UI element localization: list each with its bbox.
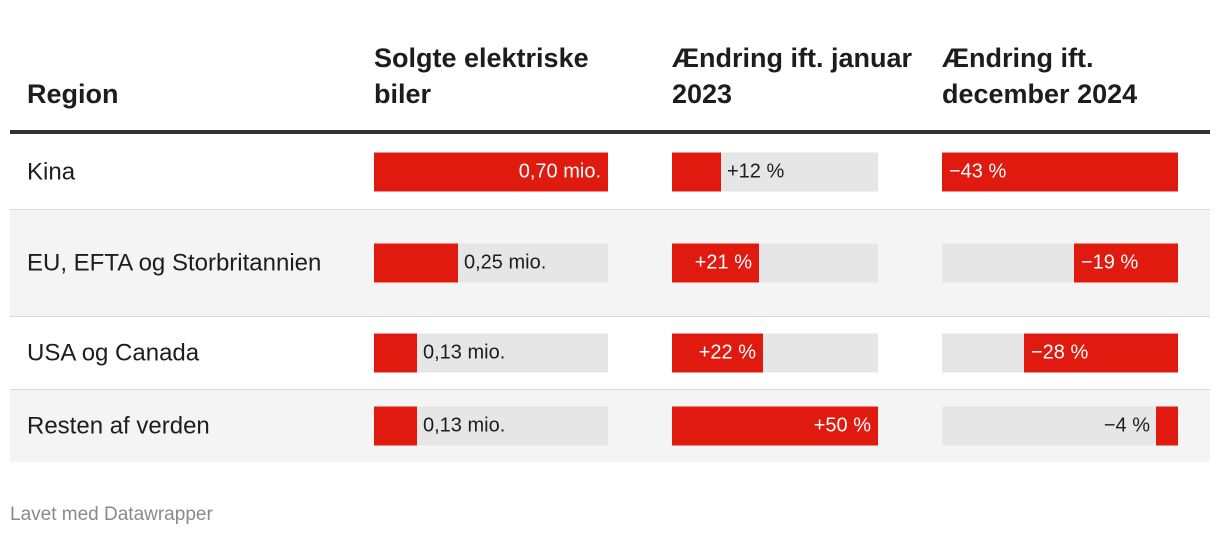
table-row: EU, EFTA og Storbritannien 0,25 mio. +21 %… <box>10 210 1210 317</box>
sold-bar-fill <box>374 333 417 373</box>
sold-bar-label: 0,13 mio. <box>423 414 506 437</box>
sold-bar: 0,70 mio. <box>374 152 608 191</box>
change-2024-bar: −19 % <box>942 243 1178 283</box>
change-2024-bar: −28 % <box>942 333 1178 373</box>
sold-bar-fill <box>374 152 608 191</box>
table-row: Kina 0,70 mio. +12 % −43 % <box>10 134 1210 210</box>
change-2024-bar-label: −43 % <box>949 160 1007 182</box>
footer-credit: Lavet med Datawrapper <box>10 504 213 525</box>
change-2024-bar-label: −28 % <box>1031 341 1089 364</box>
change-2024-bar-fill <box>942 152 1178 191</box>
change-2023-bar: +50 % <box>672 406 878 446</box>
change-2023-bar: +21 % <box>672 243 878 283</box>
change-2023-bar-label: +21 % <box>694 251 752 274</box>
change-2024-bar-fill <box>1074 243 1178 283</box>
change-2024-bar-fill <box>1024 333 1178 373</box>
change-2023-bar-fill <box>672 243 759 283</box>
change-2024-bar: −43 % <box>942 152 1178 191</box>
header-sold: Solgte elektriske biler <box>374 43 589 109</box>
row-region-label: EU, EFTA og Storbritannien <box>27 249 322 277</box>
row-region-label: USA og Canada <box>27 339 200 367</box>
change-2023-bar-fill <box>672 333 763 373</box>
change-2023-bar-label: +22 % <box>698 341 756 364</box>
header-change-jan-2023: Ændring ift. januar 2023 <box>672 43 912 109</box>
header-change-dec-2024: Ændring ift. december 2024 <box>942 43 1138 109</box>
sold-bar: 0,13 mio. <box>374 406 608 446</box>
change-2024-bar-label: −4 % <box>1103 414 1150 437</box>
sold-bar-label: 0,13 mio. <box>423 341 506 364</box>
change-2024-bar-label: −19 % <box>1081 251 1139 274</box>
row-region-label: Kina <box>27 158 76 185</box>
sold-bar-fill <box>374 406 417 446</box>
change-2023-bar-fill <box>672 406 878 446</box>
change-2023-bar-label: +12 % <box>727 160 785 182</box>
change-2023-bar-fill <box>672 152 721 191</box>
change-2024-bar-fill <box>1156 406 1178 446</box>
change-2023-bar-label: +50 % <box>813 414 871 437</box>
sold-bar-label: 0,70 mio. <box>518 160 601 182</box>
sold-bar-label: 0,25 mio. <box>464 251 547 274</box>
table-header: Region Solgte elektriske biler Ændring i… <box>10 0 1210 134</box>
change-2023-bar: +22 % <box>672 333 878 373</box>
change-2023-bar: +12 % <box>672 152 878 191</box>
sold-bar: 0,13 mio. <box>374 333 608 373</box>
data-table: Region Solgte elektriske biler Ændring i… <box>10 0 1210 462</box>
sold-bar-fill <box>374 243 458 283</box>
table-body: Kina 0,70 mio. +12 % −43 % EU, EFTA og Storb… <box>10 134 1210 462</box>
table-row: Resten af verden 0,13 mio. +50 % −4 % <box>10 390 1210 462</box>
sold-bar: 0,25 mio. <box>374 243 608 283</box>
change-2024-bar: −4 % <box>942 406 1178 446</box>
row-region-label: Resten af verden <box>27 412 210 440</box>
header-region: Region <box>27 79 119 109</box>
table-row: USA og Canada 0,13 mio. +22 % −28 % <box>10 317 1210 390</box>
